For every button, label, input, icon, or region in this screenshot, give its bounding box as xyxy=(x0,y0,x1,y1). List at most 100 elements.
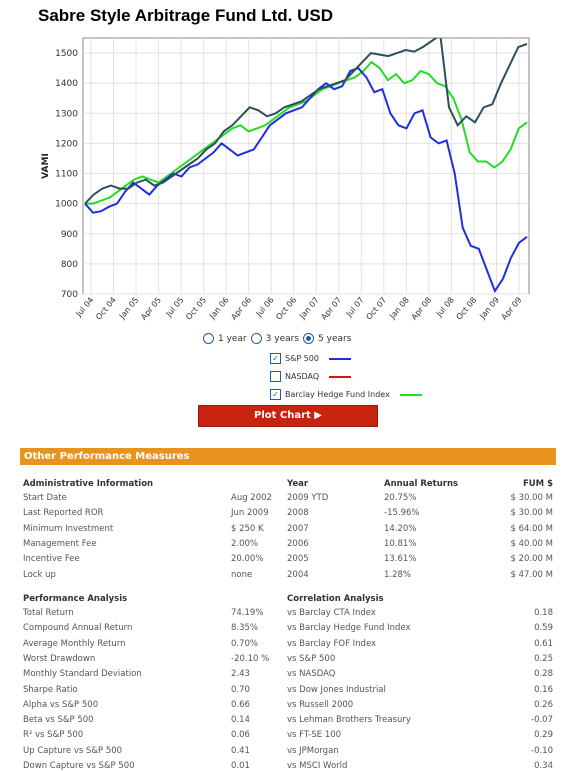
annual-return-cell: 13.61% xyxy=(384,554,417,565)
performance-value: 8.35% xyxy=(231,623,259,634)
correlation-label: vs Barclay Hedge Fund Index xyxy=(287,623,411,634)
performance-value: -20.10 % xyxy=(231,653,270,664)
x-tick-label: Apr 09 xyxy=(500,296,524,322)
correlation-label: vs NASDAQ xyxy=(287,669,336,680)
checkbox-sp500[interactable]: ✓ xyxy=(270,353,281,364)
y-tick-label: 1500 xyxy=(55,49,78,59)
admin-value: Aug 2002 xyxy=(231,493,272,503)
radio-3-years[interactable] xyxy=(250,333,262,344)
correlation-value: 0.16 xyxy=(534,684,553,695)
legend-nasdaq: NASDAQ xyxy=(270,371,352,382)
admin-value: 20.00% xyxy=(231,554,264,565)
x-tick-label: Oct 04 xyxy=(94,296,118,322)
admin-label: Management Fee xyxy=(23,538,97,549)
admin-value: 2.00% xyxy=(231,538,259,549)
admin-header: Administrative Information xyxy=(23,479,154,489)
performance-value: 0.01 xyxy=(231,761,250,771)
annual-returns-header: Annual Returns xyxy=(384,479,459,489)
admin-label: Incentive Fee xyxy=(23,554,80,565)
performance-header: Performance Analysis xyxy=(23,594,128,604)
annual-return-cell: 10.81% xyxy=(384,538,417,549)
plot-chart-button[interactable]: Plot Chart ▶ xyxy=(198,405,378,427)
admin-value: none xyxy=(231,569,253,580)
performance-value: 0.14 xyxy=(231,715,250,726)
performance-label: Monthly Standard Deviation xyxy=(23,669,142,680)
y-tick-label: 1300 xyxy=(55,109,78,119)
x-tick-label: Jan 06 xyxy=(207,296,231,322)
x-tick-label: Jul 07 xyxy=(344,296,366,320)
legend-sp500-label: S&P 500 xyxy=(285,354,319,363)
performance-label: Compound Annual Return xyxy=(23,623,133,634)
legend-sp500-swatch xyxy=(328,357,351,360)
x-tick-label: Jan 09 xyxy=(477,296,501,322)
year-cell: 2007 xyxy=(287,523,309,534)
x-tick-label: Jul 06 xyxy=(254,296,276,320)
performance-value: 0.41 xyxy=(231,745,250,756)
correlation-value: -0.10 xyxy=(531,745,553,756)
correlation-value: 0.34 xyxy=(534,761,553,771)
radio-1-year[interactable] xyxy=(203,333,214,344)
fum-cell: $ 30.00 M xyxy=(510,508,553,519)
radio-5-years[interactable] xyxy=(303,333,315,344)
performance-label: Average Monthly Return xyxy=(23,638,126,649)
fum-cell: $ 30.00 M xyxy=(510,493,553,503)
correlation-value: 0.26 xyxy=(534,699,553,710)
x-tick-label: Oct 07 xyxy=(364,296,388,322)
correlation-label: vs Lehman Brothers Treasury xyxy=(287,715,411,726)
series-line-barclay-hedge-fund-index xyxy=(85,60,528,205)
x-tick-label: Jan 08 xyxy=(387,296,411,322)
x-tick-label: Apr 08 xyxy=(409,296,433,322)
correlation-value: 0.28 xyxy=(534,669,553,680)
checkbox-barclay[interactable]: ✓ xyxy=(270,389,281,400)
y-tick-label: 1400 xyxy=(55,79,78,89)
correlation-label: vs MSCI World xyxy=(287,761,348,771)
radio-5-years-label: 5 years xyxy=(318,333,352,344)
legend-barclay-swatch xyxy=(399,393,422,396)
y-tick-label: 1200 xyxy=(55,139,78,149)
fum-cell: $ 64.00 M xyxy=(510,523,553,534)
checkbox-nasdaq[interactable] xyxy=(270,371,281,382)
section-header: Other Performance Measures xyxy=(20,448,556,465)
correlation-label: vs Dow Jones Industrial xyxy=(287,684,386,695)
year-cell: 2005 xyxy=(287,554,309,565)
legend-barclay-label: Barclay Hedge Fund Index xyxy=(285,390,390,399)
year-cell: 2004 xyxy=(287,569,309,580)
performance-value: 0.06 xyxy=(231,730,250,741)
performance-value: 0.66 xyxy=(231,699,250,710)
x-tick-label: Apr 07 xyxy=(319,296,343,322)
year-header: Year xyxy=(287,479,309,489)
performance-value: 0.70% xyxy=(231,638,259,649)
year-cell: 2009 YTD xyxy=(287,493,329,503)
y-tick-label: 1100 xyxy=(55,170,78,180)
y-tick-label: 900 xyxy=(61,230,78,240)
x-tick-label: Oct 06 xyxy=(274,296,298,322)
annual-return-cell: -15.96% xyxy=(384,508,420,519)
x-tick-label: Oct 08 xyxy=(455,296,479,322)
x-tick-label: Jan 07 xyxy=(297,296,321,322)
performance-label: R² vs S&P 500 xyxy=(23,730,84,741)
correlation-label: vs S&P 500 xyxy=(287,653,336,664)
x-tick-label: Apr 05 xyxy=(139,296,163,322)
annual-return-cell: 1.28% xyxy=(384,569,412,580)
plot-area xyxy=(82,37,530,295)
year-cell: 2006 xyxy=(287,538,309,549)
performance-label: Worst Drawdown xyxy=(23,653,96,664)
page-title: Sabre Style Arbitrage Fund Ltd. USD xyxy=(38,6,334,25)
correlation-label: vs FT-SE 100 xyxy=(287,730,342,741)
correlation-value: 0.25 xyxy=(534,653,553,664)
correlation-header: Correlation Analysis xyxy=(287,594,384,604)
annual-return-cell: 14.20% xyxy=(384,523,417,534)
x-tick-label: Jul 05 xyxy=(164,296,186,320)
fum-cell: $ 20.00 M xyxy=(510,554,553,565)
y-tick-label: 800 xyxy=(61,260,78,270)
x-tick-label: Jul 08 xyxy=(434,296,456,320)
admin-label: Minimum Investment xyxy=(23,523,114,534)
fum-cell: $ 47.00 M xyxy=(510,569,553,580)
performance-label: Down Capture vs S&P 500 xyxy=(23,761,135,771)
performance-label: Sharpe Ratio xyxy=(23,684,78,695)
annual-return-cell: 20.75% xyxy=(384,493,417,503)
performance-label: Alpha vs S&P 500 xyxy=(23,699,99,710)
admin-label: Lock up xyxy=(23,569,56,580)
admin-value: Jun 2009 xyxy=(231,508,269,519)
admin-label: Last Reported ROR xyxy=(23,508,104,519)
